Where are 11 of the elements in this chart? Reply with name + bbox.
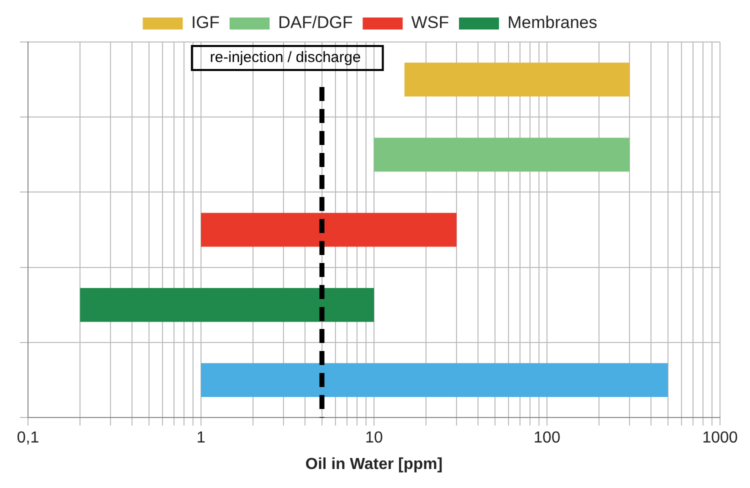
x-tick-label: 1000 [702, 430, 738, 447]
x-tick-label: 0,1 [16, 430, 40, 447]
legend-label: IGF [191, 13, 220, 32]
ref-line-label: re-injection / discharge [210, 49, 361, 66]
x-tick-label: 10 [365, 430, 383, 447]
legend-label: DAF/DGF [278, 13, 353, 32]
x-tick-label: 1 [196, 430, 206, 447]
x-tick-label: 100 [534, 430, 560, 447]
legend-label: WSF [411, 13, 449, 32]
legend-label: Membranes [507, 13, 598, 32]
x-axis-title: Oil in Water [ppm] [305, 456, 443, 473]
